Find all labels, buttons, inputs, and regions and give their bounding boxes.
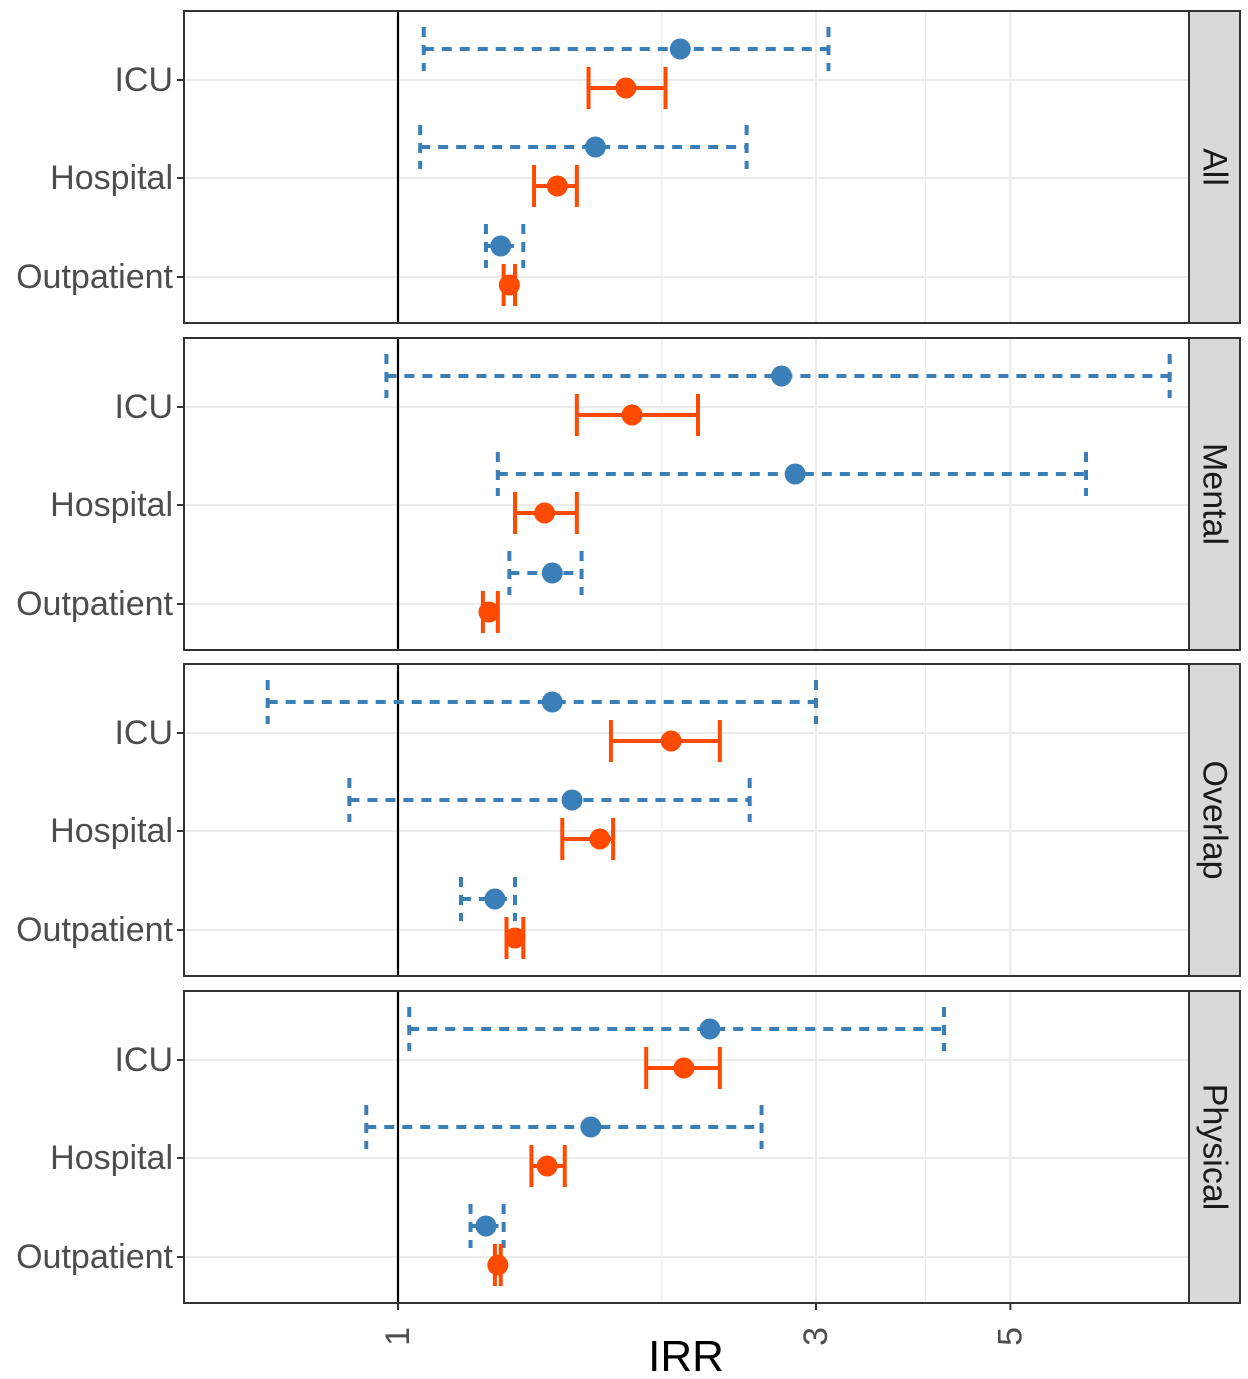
point-estimate bbox=[541, 562, 563, 584]
errorbar-icu-solid bbox=[574, 394, 700, 436]
y-tick-label: ICU bbox=[114, 61, 173, 99]
errorbar-outpatient-solid bbox=[498, 264, 520, 306]
errorbar-icu-dashed bbox=[407, 1007, 947, 1051]
panel-all: All ICU Hospital Outpatient bbox=[16, 10, 1241, 324]
point-estimate bbox=[699, 1018, 721, 1040]
y-tick-label: Hospital bbox=[50, 1139, 173, 1177]
errorbar-outpatient-solid bbox=[478, 591, 500, 633]
errorbar-icu-dashed bbox=[265, 680, 818, 724]
strip-label: Physical bbox=[1196, 1084, 1234, 1211]
strip-background bbox=[1188, 337, 1241, 651]
errorbar-outpatient-dashed bbox=[483, 224, 526, 268]
panel-mental: Mental ICU Hospital Outpatient bbox=[16, 337, 1241, 651]
y-tick-label: Outpatient bbox=[16, 911, 173, 949]
x-tick-label: 5 bbox=[991, 1327, 1029, 1346]
point-estimate bbox=[589, 828, 611, 850]
x-tick-label: 1 bbox=[379, 1327, 417, 1346]
x-axis-title: IRR bbox=[648, 1332, 724, 1379]
panel-overlap: Overlap ICU Hospital Outpatient bbox=[16, 663, 1241, 977]
y-tick-label: Outpatient bbox=[16, 585, 173, 623]
point-estimate bbox=[669, 38, 691, 60]
point-estimate bbox=[673, 1057, 695, 1079]
point-estimate bbox=[621, 404, 643, 426]
x-axis: 1 3 5 bbox=[379, 1303, 1029, 1346]
point-estimate bbox=[580, 1116, 602, 1138]
point-estimate bbox=[541, 691, 563, 713]
strip-background bbox=[1188, 10, 1241, 324]
y-tick-label: ICU bbox=[114, 1041, 173, 1079]
point-estimate bbox=[487, 1254, 509, 1276]
point-estimate bbox=[475, 1215, 497, 1237]
errorbar-hospital-solid bbox=[560, 818, 616, 860]
y-tick-label: Hospital bbox=[50, 486, 173, 524]
strip-background bbox=[1188, 663, 1241, 977]
point-estimate bbox=[478, 601, 500, 623]
strip-label: Mental bbox=[1196, 443, 1234, 545]
y-tick-label: ICU bbox=[114, 714, 173, 752]
panel-background bbox=[184, 991, 1189, 1303]
x-tick-label: 3 bbox=[797, 1327, 835, 1346]
errorbar-hospital-solid bbox=[532, 165, 579, 207]
panel-background bbox=[184, 664, 1189, 976]
point-estimate bbox=[561, 789, 583, 811]
strip-label: Overlap bbox=[1196, 760, 1234, 879]
y-tick-label: Hospital bbox=[50, 812, 173, 850]
errorbar-outpatient-dashed bbox=[458, 877, 517, 921]
y-tick-label: Outpatient bbox=[16, 1238, 173, 1276]
point-estimate bbox=[534, 502, 556, 524]
panel-background bbox=[184, 11, 1189, 323]
point-estimate bbox=[490, 235, 512, 257]
point-estimate bbox=[504, 927, 526, 949]
errorbar-icu-dashed bbox=[421, 27, 831, 71]
point-estimate bbox=[498, 274, 520, 296]
y-tick-label: ICU bbox=[114, 388, 173, 426]
point-estimate bbox=[546, 175, 568, 197]
point-estimate bbox=[784, 463, 806, 485]
errorbar-outpatient-solid bbox=[504, 917, 526, 959]
panel-background bbox=[184, 338, 1189, 650]
errorbar-icu-dashed bbox=[384, 354, 1172, 398]
y-tick-label: Outpatient bbox=[16, 258, 173, 296]
point-estimate bbox=[484, 888, 506, 910]
point-estimate bbox=[536, 1155, 558, 1177]
errorbar-hospital-dashed bbox=[347, 778, 752, 822]
strip-label: All bbox=[1196, 148, 1234, 186]
errorbar-icu-solid bbox=[586, 67, 668, 109]
point-estimate bbox=[771, 365, 793, 387]
errorbar-hospital-solid bbox=[529, 1145, 567, 1187]
panel-physical: Physical ICU Hospital Outpatient bbox=[16, 990, 1241, 1304]
errorbar-hospital-dashed bbox=[418, 125, 749, 169]
errorbar-hospital-dashed bbox=[495, 452, 1089, 496]
point-estimate bbox=[584, 136, 606, 158]
y-tick-label: Hospital bbox=[50, 159, 173, 197]
facet-panels: All ICU Hospital Outpatient Mental ICU Hospita… bbox=[16, 10, 1241, 1304]
errorbar-hospital-solid bbox=[512, 492, 579, 534]
strip-background bbox=[1188, 990, 1241, 1304]
errorbar-outpatient-solid bbox=[487, 1244, 509, 1286]
errorbar-icu-solid bbox=[608, 720, 722, 762]
errorbar-hospital-dashed bbox=[364, 1105, 764, 1149]
point-estimate bbox=[660, 730, 682, 752]
errorbar-outpatient-dashed bbox=[468, 1204, 506, 1248]
errorbar-icu-solid bbox=[644, 1047, 722, 1089]
point-estimate bbox=[615, 77, 637, 99]
errorbar-outpatient-dashed bbox=[507, 551, 584, 595]
